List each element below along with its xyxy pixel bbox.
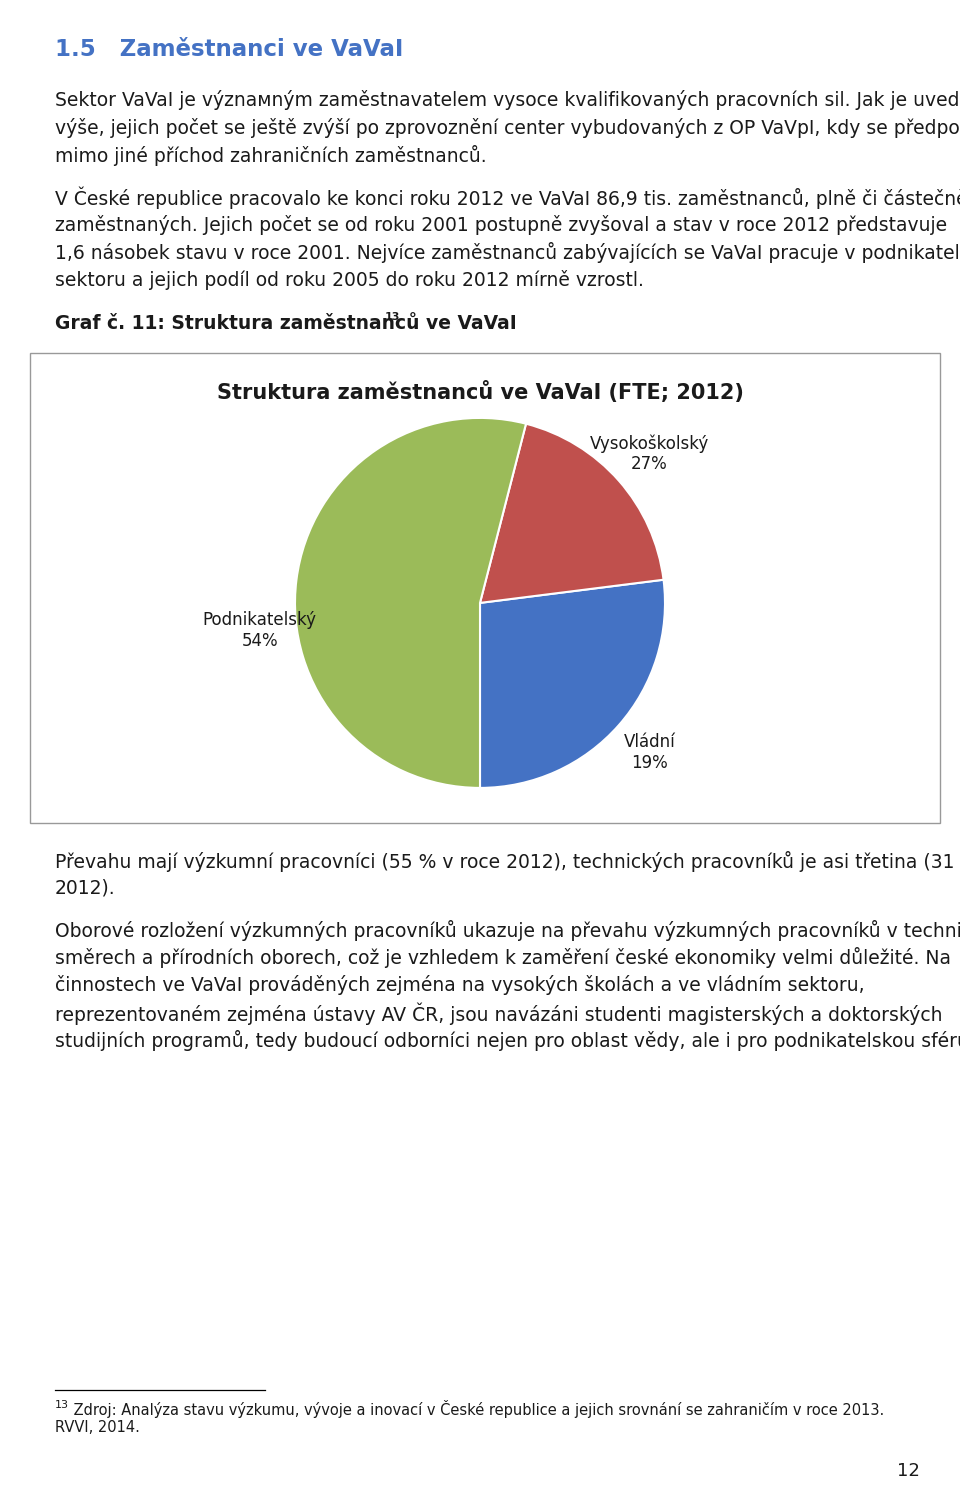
Wedge shape bbox=[295, 418, 526, 787]
Text: 2012).: 2012). bbox=[55, 878, 115, 897]
Text: V České republice pracovalo ke konci roku 2012 ve VaVaI 86,9 tis. zaměstnanců, p: V České republice pracovalo ke konci rok… bbox=[55, 187, 960, 210]
Text: Podnikatelský
54%: Podnikatelský 54% bbox=[203, 611, 317, 650]
Text: Zdroj: Analýza stavu výzkumu, vývoje a inovací v České republice a jejich srovná: Zdroj: Analýza stavu výzkumu, vývoje a i… bbox=[69, 1399, 884, 1418]
Text: zaměstnaných. Jejich počet se od roku 2001 postupně zvyšoval a stav v roce 2012 : zaměstnaných. Jejich počet se od roku 20… bbox=[55, 214, 948, 235]
Text: směrech a přírodních oborech, což je vzhledem k zaměření české ekonomiky velmi d: směrech a přírodních oborech, což je vzh… bbox=[55, 947, 951, 968]
Wedge shape bbox=[480, 579, 665, 787]
Text: Vysokoškolský
27%: Vysokoškolský 27% bbox=[589, 434, 708, 474]
Text: 12: 12 bbox=[898, 1461, 920, 1479]
Text: 1.5   Zaměstnanci ve VaVaI: 1.5 Zaměstnanci ve VaVaI bbox=[55, 38, 403, 60]
Wedge shape bbox=[480, 424, 663, 603]
Text: 1,6 násobek stavu v roce 2001. Nejvíce zaměstnanců zabývajících se VaVaI pracuje: 1,6 násobek stavu v roce 2001. Nejvíce z… bbox=[55, 243, 960, 264]
Bar bbox=[30, 353, 940, 823]
Text: reprezentovaném zejména ústavy AV ČR, jsou navázáni studenti magisterských a dok: reprezentovaném zejména ústavy AV ČR, js… bbox=[55, 1003, 943, 1025]
Text: Struktura zaměstnanců ve VaVaI (FTE; 2012): Struktura zaměstnanců ve VaVaI (FTE; 201… bbox=[217, 382, 743, 403]
Text: Graf č. 11: Struktura zaměstnanců ve VaVaI: Graf č. 11: Struktura zaměstnanců ve VaV… bbox=[55, 314, 516, 333]
Text: mimo jiné příchod zahraničních zaměstnanců.: mimo jiné příchod zahraničních zaměstnan… bbox=[55, 145, 487, 166]
Text: Sektor VaVaI je význамným zaměstnavatelem vysoce kvalifikovaných pracovních sil.: Sektor VaVaI je význамným zaměstnavatele… bbox=[55, 90, 960, 110]
Text: Vládní
19%: Vládní 19% bbox=[623, 733, 675, 772]
Text: sektoru a jejich podíl od roku 2005 do roku 2012 mírně vzrostl.: sektoru a jejich podíl od roku 2005 do r… bbox=[55, 270, 644, 290]
Text: výše, jejich počet se ještě zvýší po zprovoznění center vybudovaných z OP VaVpI,: výše, jejich počet se ještě zvýší po zpr… bbox=[55, 118, 960, 137]
Text: Oborové rozložení výzkumných pracovníků ukazuje na převahu výzkumných pracovníků: Oborové rozložení výzkumných pracovníků … bbox=[55, 920, 960, 941]
Text: studijních programů, tedy budoucí odborníci nejen pro oblast vědy, ale i pro pod: studijních programů, tedy budoucí odborn… bbox=[55, 1030, 960, 1051]
Text: RVVI, 2014.: RVVI, 2014. bbox=[55, 1421, 140, 1436]
Text: Převahu mají výzkumní pracovníci (55 % v roce 2012), technických pracovníků je a: Převahu mají výzkumní pracovníci (55 % v… bbox=[55, 851, 960, 872]
Text: činnostech ve VaVaI prováděných zejména na vysokých školách a ve vládním sektoru: činnostech ve VaVaI prováděných zejména … bbox=[55, 976, 865, 995]
Text: 13: 13 bbox=[385, 312, 400, 323]
Text: 13: 13 bbox=[55, 1399, 69, 1410]
